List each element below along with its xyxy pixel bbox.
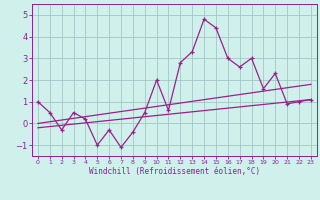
X-axis label: Windchill (Refroidissement éolien,°C): Windchill (Refroidissement éolien,°C) <box>89 167 260 176</box>
